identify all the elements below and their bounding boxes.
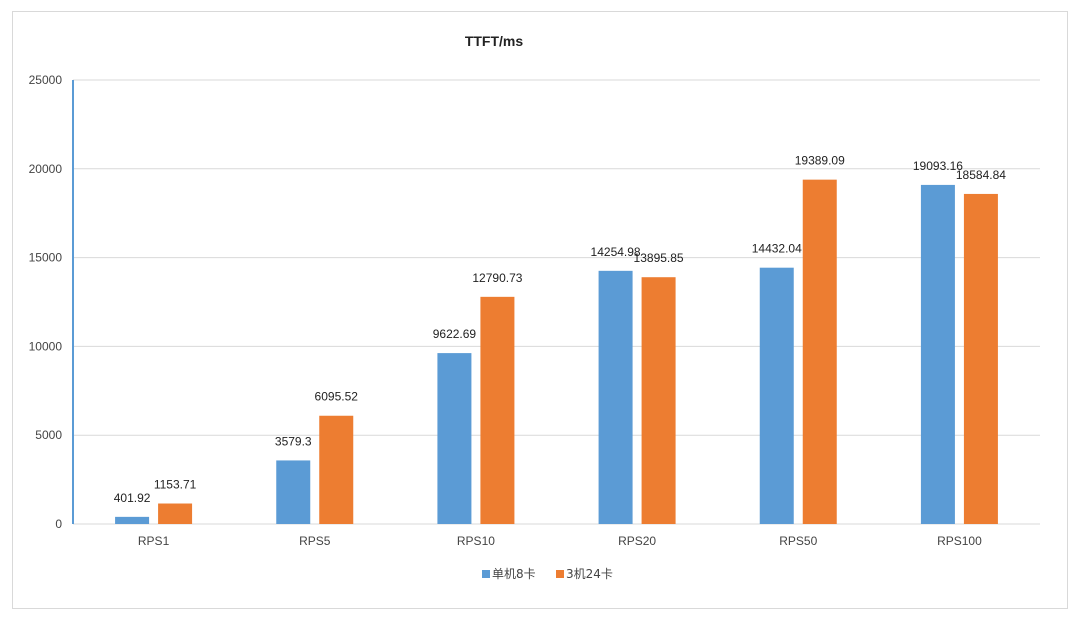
legend: 单机8卡 3机24卡 [482, 567, 613, 581]
legend-swatch [556, 570, 564, 578]
x-axis-ticks: RPS1 RPS5 RPS10 RPS20 RPS50 RPS100 [138, 534, 982, 548]
bar [319, 415, 354, 524]
bar [963, 193, 998, 525]
bar [115, 516, 150, 524]
data-label: 13895.85 [634, 251, 684, 265]
y-tick-label: 20000 [29, 162, 63, 176]
x-tick-label: RPS10 [457, 534, 495, 548]
bar [480, 296, 515, 524]
data-label: 1153.71 [154, 478, 197, 492]
gridlines [72, 79, 1040, 525]
bar [759, 267, 794, 524]
data-label: 19389.09 [795, 154, 845, 168]
bar [598, 270, 633, 524]
y-axis-ticks: 0 5000 10000 15000 20000 25000 [29, 73, 63, 531]
data-label: 6095.52 [315, 390, 359, 404]
bar [437, 353, 472, 524]
data-label: 14254.98 [591, 245, 641, 259]
chart-title: TTFT/ms [465, 33, 524, 49]
x-tick-label: RPS1 [138, 534, 170, 548]
data-label: 18584.84 [956, 168, 1006, 182]
x-tick-label: RPS50 [779, 534, 817, 548]
bar [802, 179, 837, 524]
data-label: 3579.3 [275, 434, 312, 448]
y-tick-label: 15000 [29, 251, 63, 265]
x-tick-label: RPS20 [618, 534, 656, 548]
y-tick-label: 5000 [35, 428, 62, 442]
bar [641, 277, 676, 524]
data-label: 12790.73 [472, 271, 522, 285]
bar [920, 184, 955, 525]
y-tick-label: 10000 [29, 339, 63, 353]
legend-label: 3机24卡 [566, 567, 613, 581]
data-label: 19093.16 [913, 159, 963, 173]
data-label: 9622.69 [433, 327, 477, 341]
bar [276, 460, 311, 524]
y-tick-label: 0 [55, 517, 62, 531]
legend-label: 单机8卡 [492, 567, 536, 581]
data-label: 14432.04 [752, 242, 802, 256]
x-tick-label: RPS5 [299, 534, 331, 548]
y-tick-label: 25000 [29, 73, 63, 87]
x-tick-label: RPS100 [937, 534, 982, 548]
bars [115, 179, 998, 525]
legend-swatch [482, 570, 490, 578]
data-label: 401.92 [114, 491, 151, 505]
bar [158, 503, 193, 524]
